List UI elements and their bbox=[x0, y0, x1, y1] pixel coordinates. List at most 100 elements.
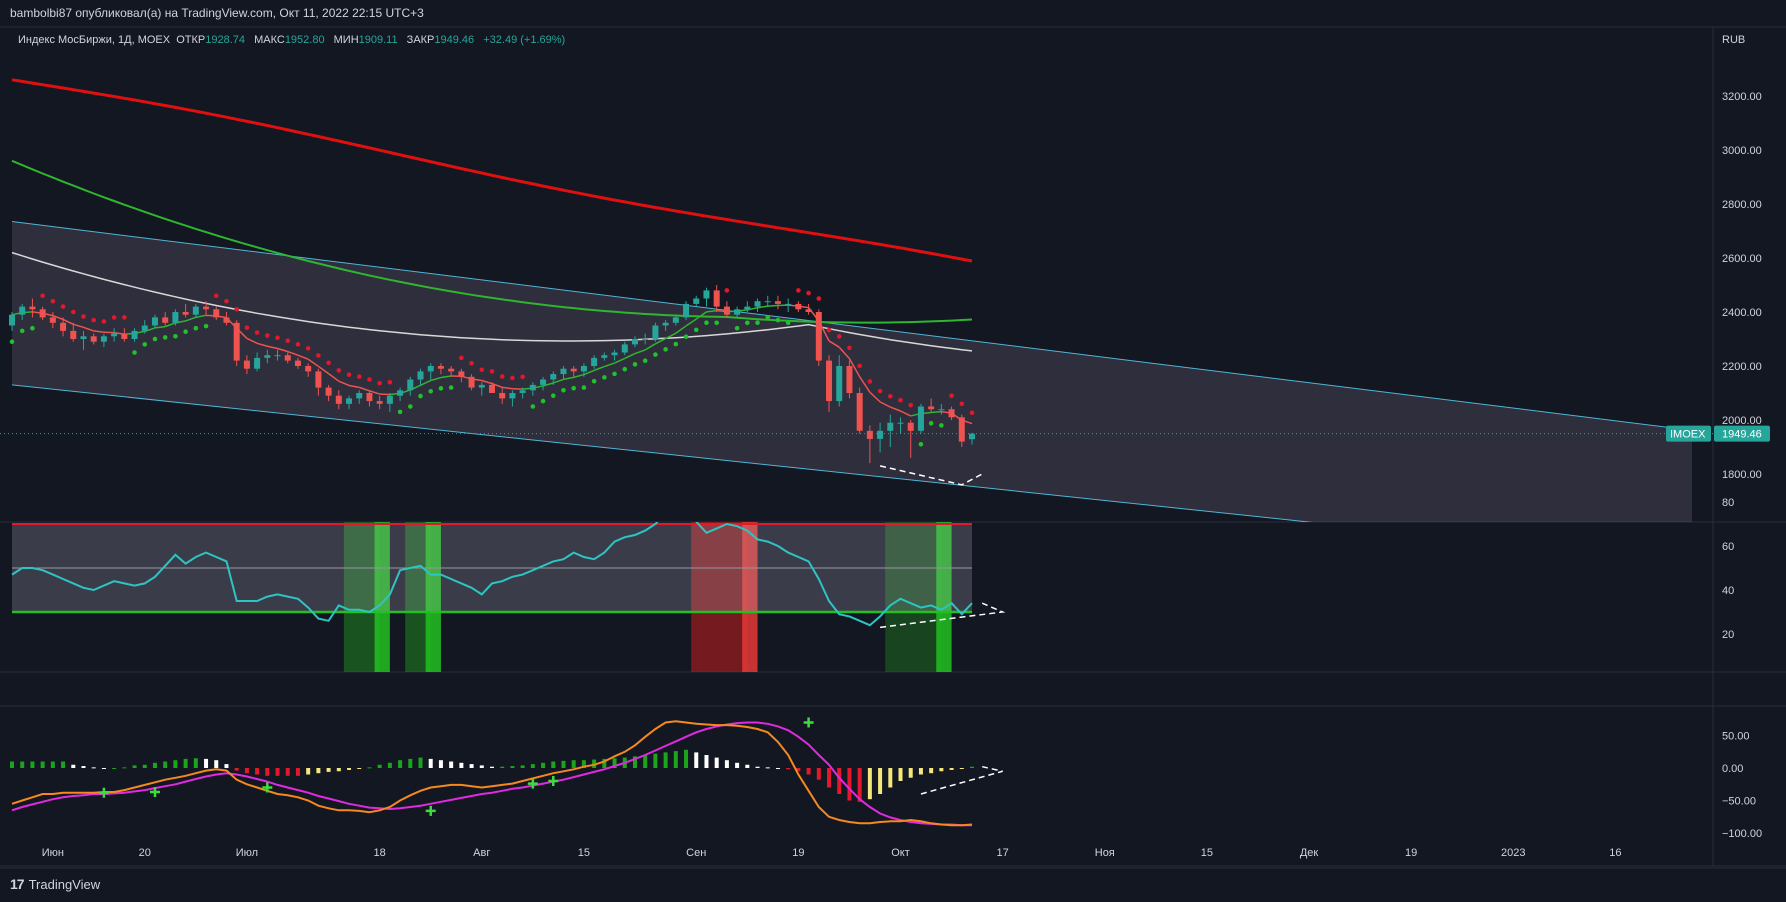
trail-dot bbox=[489, 369, 495, 374]
sma50-line bbox=[11, 251, 973, 352]
price-pane[interactable] bbox=[0, 78, 1713, 563]
macd-tick-label: −50.00 bbox=[1722, 796, 1756, 808]
crossover-marker bbox=[262, 782, 273, 793]
candle-body bbox=[683, 303, 690, 318]
candle-body bbox=[560, 368, 567, 375]
trail-dot bbox=[418, 393, 423, 399]
candle-body bbox=[274, 355, 281, 357]
low-label: МИН bbox=[333, 34, 359, 46]
candle-body bbox=[335, 395, 342, 404]
trail-dot bbox=[469, 361, 474, 366]
candle-body bbox=[550, 374, 557, 380]
macd-histogram-bar bbox=[949, 768, 954, 770]
candle-body bbox=[448, 368, 455, 372]
trail-dot bbox=[213, 293, 219, 299]
macd-histogram-bar bbox=[193, 758, 198, 768]
ema-segment bbox=[859, 376, 871, 393]
candle bbox=[550, 371, 557, 385]
candle-body bbox=[9, 314, 15, 326]
rsi-pane[interactable] bbox=[11, 504, 1006, 672]
trail-dot bbox=[530, 404, 536, 409]
candle bbox=[713, 285, 720, 312]
trail-dot bbox=[183, 329, 188, 335]
trail-dot bbox=[326, 360, 331, 366]
ema-segment bbox=[747, 307, 758, 311]
macd-histogram-bar bbox=[214, 760, 219, 768]
candle-body bbox=[192, 306, 199, 315]
candle bbox=[774, 295, 781, 310]
trail-dot bbox=[969, 410, 975, 416]
time-tick-label: 19 bbox=[792, 847, 804, 859]
trail-dot bbox=[40, 293, 45, 299]
trail-dot bbox=[887, 393, 893, 399]
candle bbox=[744, 301, 751, 312]
candle-body bbox=[427, 366, 434, 372]
macd-histogram-bar bbox=[530, 764, 535, 768]
trail-dot bbox=[142, 342, 148, 347]
candle bbox=[703, 287, 710, 307]
trail-dot bbox=[928, 420, 934, 426]
candle bbox=[274, 349, 281, 361]
candle bbox=[121, 328, 128, 342]
divergence-line-macd bbox=[920, 765, 1003, 795]
trail-dot bbox=[857, 363, 862, 369]
candle bbox=[764, 295, 771, 307]
candle bbox=[652, 322, 659, 342]
ema-segment bbox=[655, 337, 666, 345]
trail-dot bbox=[510, 375, 515, 381]
candle-body bbox=[815, 312, 822, 361]
candle-body bbox=[172, 312, 179, 323]
candle-body bbox=[489, 384, 495, 393]
trail-dot bbox=[81, 314, 86, 319]
macd-histogram-bar bbox=[275, 768, 280, 776]
high-value: 1952.80 bbox=[284, 34, 325, 46]
candle bbox=[621, 341, 628, 356]
ema-segment bbox=[675, 325, 687, 334]
candle bbox=[111, 328, 118, 342]
trail-dot bbox=[193, 325, 199, 331]
candle-body bbox=[958, 417, 965, 442]
candle bbox=[162, 312, 169, 326]
candle-body bbox=[540, 379, 547, 385]
candle bbox=[815, 309, 822, 366]
candle-body bbox=[509, 393, 516, 399]
macd-histogram-bar bbox=[765, 767, 770, 769]
macd-pane[interactable] bbox=[10, 717, 1003, 827]
candle-body bbox=[264, 355, 271, 358]
macd-histogram-bar bbox=[643, 755, 648, 768]
candle-body bbox=[805, 309, 812, 312]
trail-dot bbox=[632, 362, 638, 367]
ema-segment bbox=[695, 311, 707, 320]
macd-histogram-bar bbox=[571, 760, 576, 768]
rsi-tick-label: 80 bbox=[1722, 497, 1734, 509]
candle-body bbox=[305, 366, 312, 372]
macd-histogram-bar bbox=[428, 758, 433, 768]
candle-body bbox=[519, 390, 526, 393]
candle-body bbox=[877, 430, 884, 439]
candle-body bbox=[397, 390, 404, 396]
trail-dot bbox=[908, 402, 914, 408]
candle bbox=[540, 376, 547, 391]
footer-brand[interactable]: 17 TradingView bbox=[10, 876, 100, 892]
ema-segment bbox=[706, 309, 717, 313]
candle-body bbox=[19, 306, 26, 315]
currency-label: RUB bbox=[1722, 34, 1746, 46]
candle bbox=[172, 309, 179, 326]
ema-segment bbox=[614, 357, 626, 364]
divergence-line-price bbox=[879, 465, 983, 486]
trail-dot bbox=[642, 358, 648, 364]
candle-body bbox=[499, 393, 506, 399]
candle bbox=[448, 366, 455, 377]
candle-body bbox=[100, 336, 107, 342]
candle-body bbox=[928, 406, 935, 410]
trail-dot bbox=[775, 317, 781, 323]
macd-histogram-bar bbox=[295, 768, 300, 776]
candle bbox=[192, 303, 199, 318]
candle-body bbox=[938, 409, 945, 411]
ema-segment bbox=[931, 410, 942, 414]
ema-segment bbox=[420, 379, 432, 386]
price-tick-label: 2200.00 bbox=[1722, 361, 1762, 373]
trail-dot bbox=[693, 327, 699, 333]
candle-body bbox=[223, 317, 230, 323]
